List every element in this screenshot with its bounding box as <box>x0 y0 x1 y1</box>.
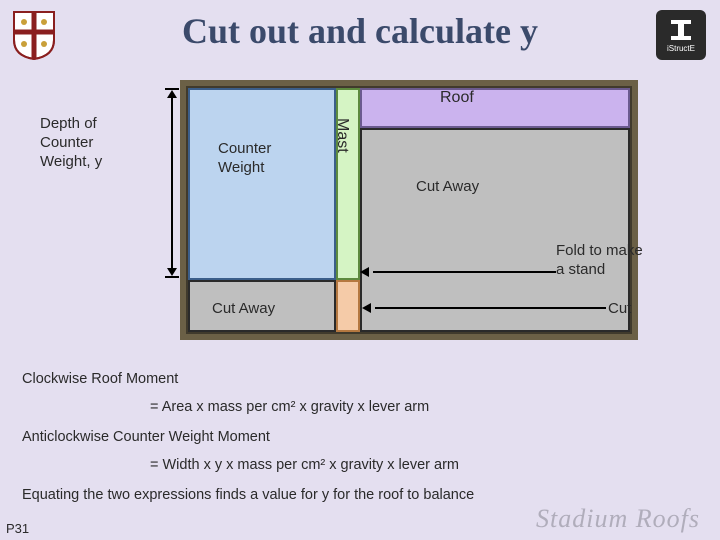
region-counter-weight <box>188 88 336 280</box>
roof-label: Roof <box>440 88 474 108</box>
region-cutaway-main <box>360 128 630 332</box>
watermark: Stadium Roofs <box>536 504 700 534</box>
text-l3: Anticlockwise Counter Weight Moment <box>22 428 270 448</box>
cw-label: Counter Weight <box>218 140 271 178</box>
page-number: P31 <box>6 521 29 536</box>
text-l5: Equating the two expressions finds a val… <box>22 486 474 506</box>
diagram-inner <box>186 86 632 334</box>
page-title: Cut out and calculate y <box>0 10 720 52</box>
mast-label: Mast <box>332 118 352 153</box>
region-roof <box>360 88 630 128</box>
text-l1: Clockwise Roof Moment <box>22 370 178 390</box>
depth-label: Depth of Counter Weight, y <box>40 115 102 171</box>
region-fold-tab <box>336 280 360 332</box>
depth-arrow <box>165 88 179 278</box>
fold-label: Fold to make a stand <box>556 242 643 280</box>
cut-label: Cut <box>608 300 631 319</box>
arrow-fold <box>360 271 556 273</box>
arrow-cut <box>362 307 606 309</box>
cutaway-main-label: Cut Away <box>416 178 479 197</box>
text-l2: = Area x mass per cm² x gravity x lever … <box>150 398 429 418</box>
cutaway-bl-label: Cut Away <box>212 300 275 319</box>
text-l4: = Width x y x mass per cm² x gravity x l… <box>150 456 459 476</box>
region-mast <box>336 88 360 280</box>
